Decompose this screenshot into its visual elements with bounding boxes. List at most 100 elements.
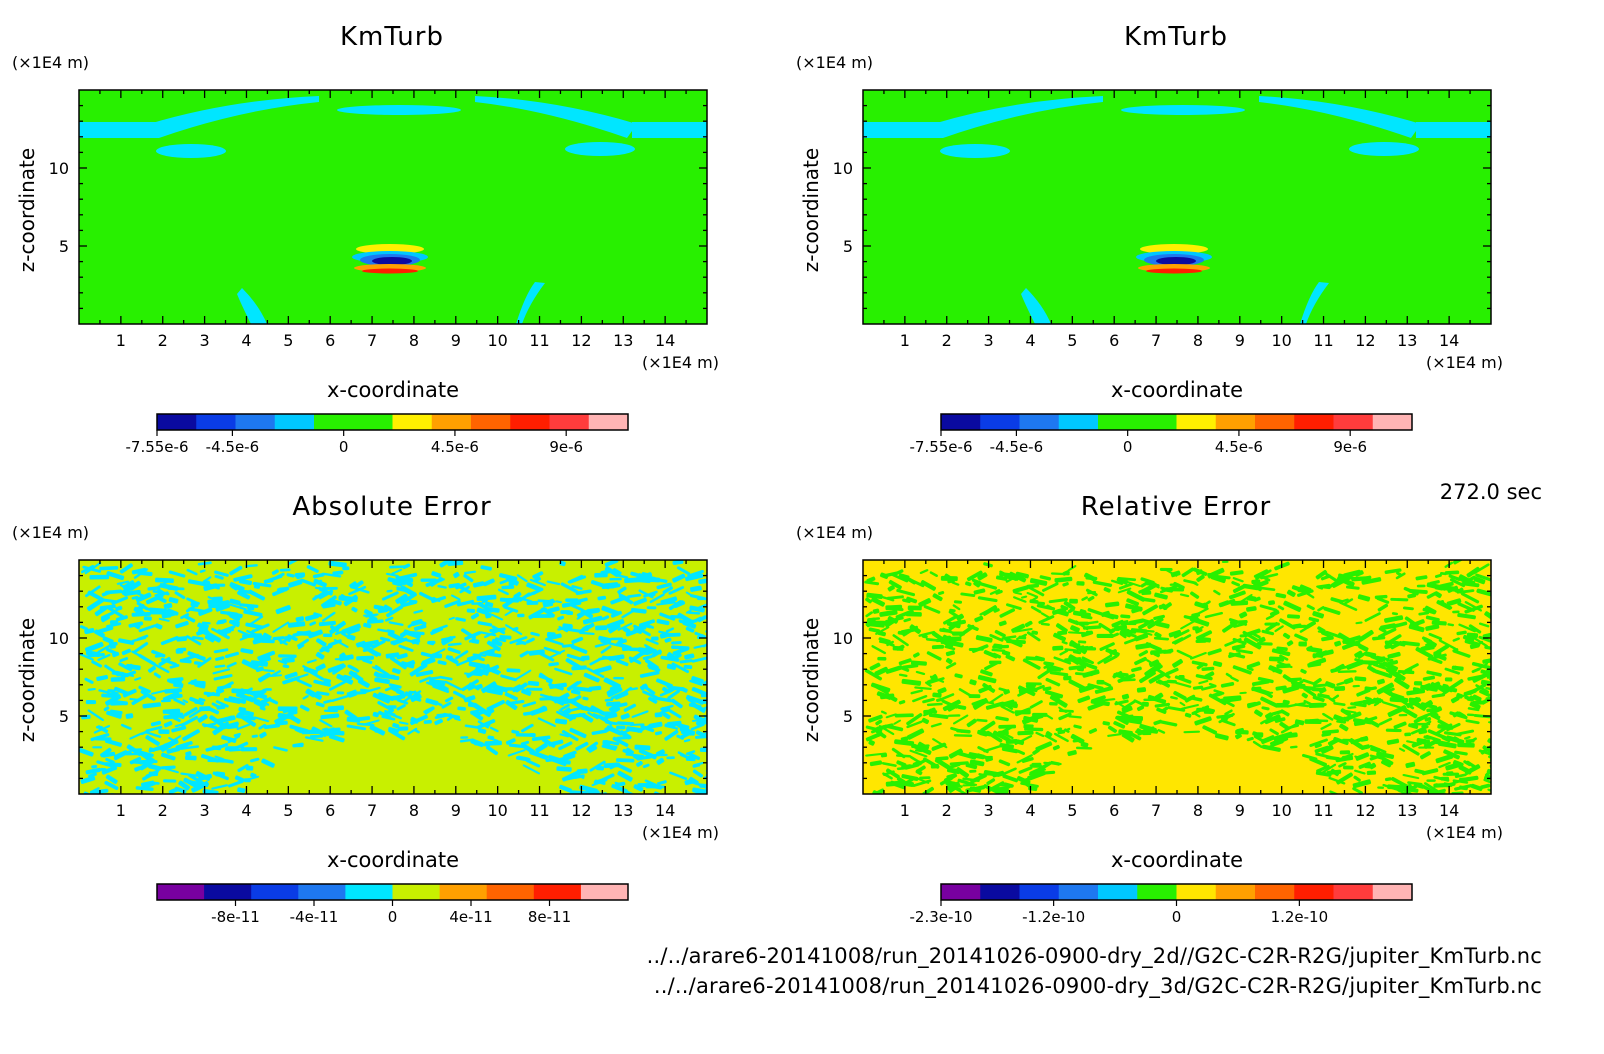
x-tick-label: 9 [1235,331,1245,350]
noise-speck [1103,587,1111,593]
noise-speck [597,595,607,601]
noise-speck [553,692,570,704]
noise-speck [613,676,625,680]
noise-speck [1408,588,1428,594]
noise-speck [1308,657,1327,667]
noise-speck [906,596,918,604]
noise-speck [277,712,294,720]
noise-speck [1335,757,1354,763]
noise-speck [420,578,437,582]
noise-speck [1111,632,1119,638]
noise-speck [133,568,149,579]
noise-speck [587,791,596,794]
colorbar-frame [940,413,1413,431]
noise-speck [679,753,691,760]
noise-speck [1462,581,1480,588]
noise-speck [644,658,659,670]
noise-speck [215,681,234,693]
noise-speck [865,611,873,618]
noise-speck [486,607,500,613]
noise-speck [1136,629,1153,636]
noise-speck [171,725,187,733]
noise-speck [1359,736,1369,742]
noise-speck [1031,630,1039,635]
x-tick-label: 8 [409,801,419,820]
noise-speck [229,613,241,622]
noise-speck [643,590,658,598]
noise-speck [1342,598,1354,606]
noise-speck [697,634,704,640]
noise-speck [1451,665,1464,671]
noise-speck [604,712,618,720]
noise-speck [610,610,622,618]
y-tick-label: 10 [49,629,69,648]
noise-speck [1085,575,1098,581]
footer-path-3d: ../../arare6-20141008/run_20141026-0900-… [653,974,1542,998]
noise-speck [1386,738,1400,745]
noise-speck [687,569,704,578]
noise-speck [922,697,935,704]
noise-speck [557,615,565,621]
noise-speck [223,697,241,704]
noise-speck [578,622,595,634]
noise-speck [1204,671,1215,679]
noise-speck [521,688,532,696]
noise-speck [1453,649,1471,658]
noise-speck [103,706,110,712]
noise-speck [84,562,102,575]
noise-speck [1246,736,1254,742]
noise-speck [1468,624,1482,634]
noise-speck [398,721,409,725]
noise-speck [1108,628,1116,634]
noise-speck [163,602,173,610]
noise-speck [110,701,128,706]
noise-speck [105,738,122,747]
noise-speck [545,757,562,762]
x-tick-label: 5 [1067,801,1077,820]
noise-speck [554,718,568,725]
x-tick-label: 13 [613,801,633,820]
noise-speck [1128,618,1144,626]
noise-speck [1448,574,1461,581]
noise-speck [1134,656,1148,666]
noise-speck [560,582,578,594]
x-tick-label: 2 [158,801,168,820]
noise-speck [346,724,367,731]
noise-speck [305,689,316,698]
noise-speck [896,776,906,784]
noise-speck [500,674,517,682]
noise-speck [674,652,682,659]
noise-speck [999,699,1015,707]
noise-speck [1458,711,1466,717]
noise-speck [295,616,305,622]
noise-speck [1279,618,1296,630]
noise-speck [662,586,674,594]
noise-speck [219,721,239,731]
noise-speck [1343,569,1362,579]
field-band-left [79,122,159,138]
noise-speck [241,715,257,727]
noise-speck [1037,601,1046,606]
noise-speck [356,640,366,648]
field-arch-left [933,96,1103,138]
noise-speck [651,636,659,641]
noise-speck [1146,659,1158,667]
noise-speck [583,672,600,683]
noise-speck [569,727,587,739]
noise-speck [653,791,662,794]
noise-speck [1252,740,1263,749]
noise-speck [590,580,610,590]
noise-speck [1070,625,1080,633]
noise-speck [1471,662,1491,670]
noise-speck [278,654,297,658]
noise-speck [410,693,422,702]
noise-speck [1452,637,1460,642]
noise-speck [481,599,488,604]
noise-speck [313,679,332,687]
noise-speck [431,571,442,578]
noise-speck [886,640,894,647]
colorbar-swatch [980,414,1020,430]
noise-speck [316,638,327,647]
noise-speck [398,644,414,652]
noise-speck [455,617,466,622]
